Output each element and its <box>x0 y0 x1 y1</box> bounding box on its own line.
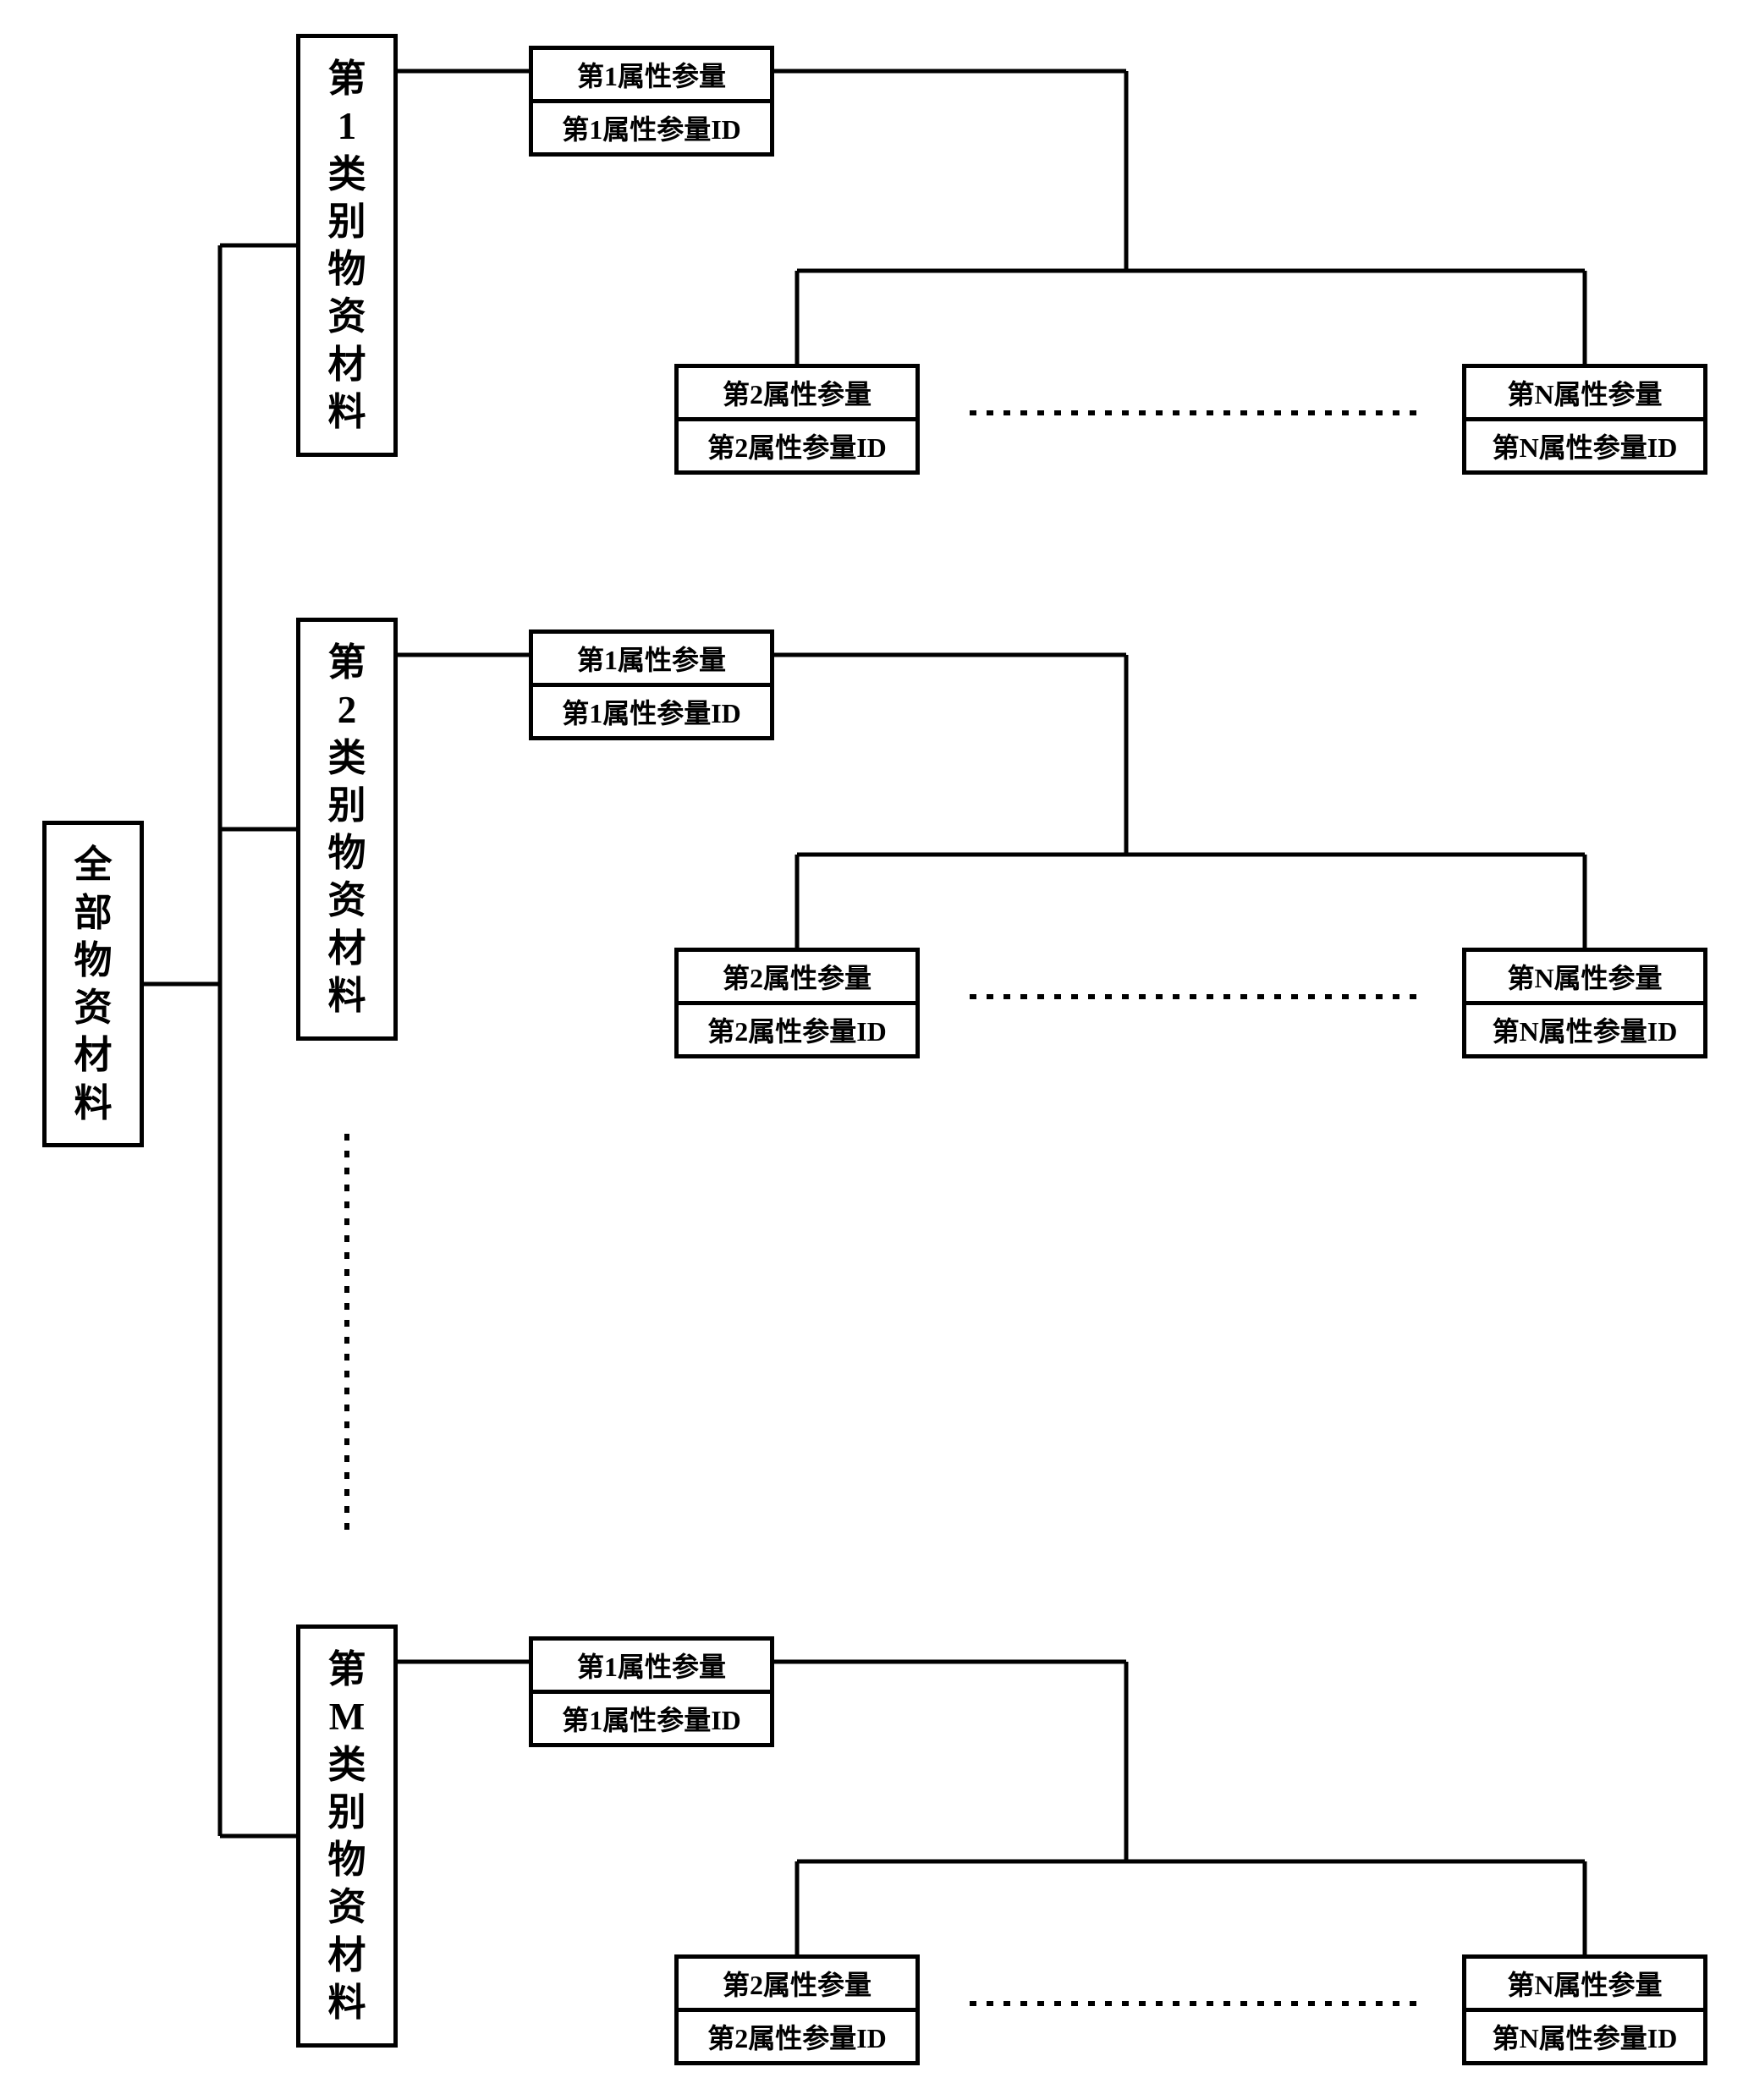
attr-bot: 第N属性参量ID <box>1466 421 1703 470</box>
category-node-cat1: 第1类别物资材料 <box>296 34 398 457</box>
category-char: 资 <box>327 1883 366 1931</box>
category-char: 料 <box>327 1979 366 2026</box>
attr-top: 第N属性参量 <box>1466 1959 1703 2012</box>
attr-top: 第N属性参量 <box>1466 952 1703 1005</box>
attr1-cat2: 第1属性参量第1属性参量ID <box>529 629 774 740</box>
attr-bot: 第2属性参量ID <box>679 421 915 470</box>
category-node-catM: 第M类别物资材料 <box>296 1624 398 2048</box>
category-char: 物 <box>327 245 366 293</box>
attr-bot: 第N属性参量ID <box>1466 2012 1703 2061</box>
attr2-cat1: 第2属性参量第2属性参量ID <box>674 364 920 475</box>
attr-bot: 第1属性参量ID <box>533 687 770 736</box>
attrN-cat2: 第N属性参量第N属性参量ID <box>1462 948 1707 1058</box>
attr-bot: 第2属性参量ID <box>679 2012 915 2061</box>
attr2-catM: 第2属性参量第2属性参量ID <box>674 1954 920 2065</box>
attr-bot: 第N属性参量ID <box>1466 1005 1703 1054</box>
attr2-cat2: 第2属性参量第2属性参量ID <box>674 948 920 1058</box>
category-char: 2 <box>338 686 357 734</box>
category-char: 材 <box>327 341 366 388</box>
root-char: 物 <box>74 937 112 984</box>
category-char: 别 <box>327 198 366 245</box>
root-char: 资 <box>74 984 112 1031</box>
attr-top: 第1属性参量 <box>533 1641 770 1694</box>
attr-top: 第1属性参量 <box>533 634 770 687</box>
root-char: 部 <box>74 889 112 937</box>
attr-bot: 第1属性参量ID <box>533 1694 770 1743</box>
category-char: 第 <box>327 1646 366 1693</box>
category-char: 别 <box>327 1789 366 1836</box>
attrN-catM: 第N属性参量第N属性参量ID <box>1462 1954 1707 2065</box>
attr-top: 第2属性参量 <box>679 952 915 1005</box>
category-char: 资 <box>327 293 366 340</box>
attrN-cat1: 第N属性参量第N属性参量ID <box>1462 364 1707 475</box>
category-char: 第 <box>327 639 366 686</box>
category-char: 别 <box>327 782 366 829</box>
category-char: 材 <box>327 1932 366 1979</box>
category-char: 类 <box>327 734 366 782</box>
attr-top: 第2属性参量 <box>679 1959 915 2012</box>
category-char: 类 <box>327 1741 366 1789</box>
attr-top: 第1属性参量 <box>533 50 770 103</box>
category-char: 资 <box>327 877 366 924</box>
category-char: 料 <box>327 972 366 1020</box>
attr-top: 第N属性参量 <box>1466 368 1703 421</box>
attr-top: 第2属性参量 <box>679 368 915 421</box>
category-char: 类 <box>327 151 366 198</box>
root-char: 料 <box>74 1080 112 1127</box>
category-char: 第 <box>327 55 366 102</box>
attr1-cat1: 第1属性参量第1属性参量ID <box>529 46 774 157</box>
attr-bot: 第1属性参量ID <box>533 103 770 152</box>
attr1-catM: 第1属性参量第1属性参量ID <box>529 1636 774 1747</box>
category-char: 物 <box>327 1836 366 1883</box>
material-tree-diagram: 全部物资材料 第1类别物资材料第2类别物资材料第M类别物资材料 第1属性参量第1… <box>34 34 1720 2066</box>
root-char: 全 <box>74 841 112 888</box>
category-char: M <box>329 1693 365 1740</box>
category-char: 料 <box>327 388 366 436</box>
category-char: 1 <box>338 102 357 150</box>
root-char: 材 <box>74 1031 112 1079</box>
attr-bot: 第2属性参量ID <box>679 1005 915 1054</box>
category-node-cat2: 第2类别物资材料 <box>296 618 398 1041</box>
category-char: 材 <box>327 925 366 972</box>
root-node: 全部物资材料 <box>42 821 144 1147</box>
category-char: 物 <box>327 829 366 877</box>
